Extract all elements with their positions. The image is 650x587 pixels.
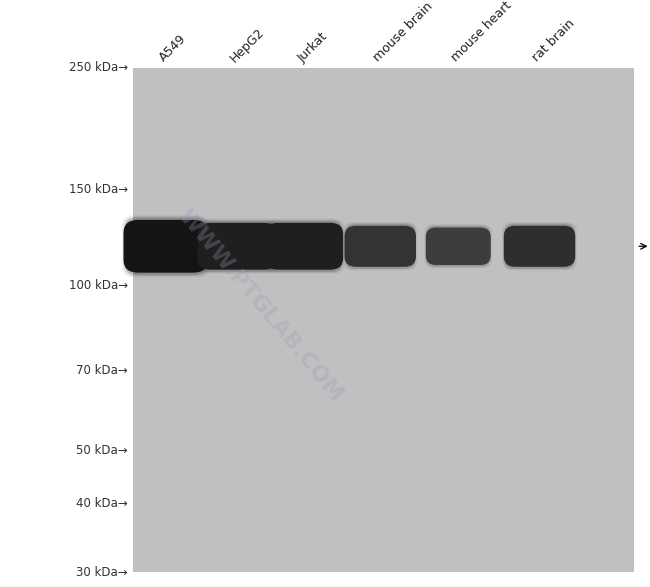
Text: 40 kDa→: 40 kDa→	[76, 497, 128, 510]
FancyBboxPatch shape	[502, 222, 577, 271]
FancyBboxPatch shape	[504, 226, 575, 267]
Text: mouse heart: mouse heart	[449, 0, 514, 65]
FancyBboxPatch shape	[504, 224, 575, 269]
Text: 70 kDa→: 70 kDa→	[76, 364, 128, 377]
FancyBboxPatch shape	[266, 221, 342, 272]
Text: 100 kDa→: 100 kDa→	[69, 279, 128, 292]
Text: WWW.PTGLAB.COM: WWW.PTGLAB.COM	[174, 205, 346, 405]
Text: A549: A549	[157, 32, 188, 65]
FancyBboxPatch shape	[426, 226, 490, 266]
FancyBboxPatch shape	[345, 224, 415, 269]
FancyBboxPatch shape	[424, 224, 492, 268]
FancyBboxPatch shape	[124, 216, 208, 276]
FancyBboxPatch shape	[133, 68, 634, 572]
FancyBboxPatch shape	[124, 220, 208, 273]
FancyBboxPatch shape	[343, 222, 418, 271]
FancyBboxPatch shape	[196, 218, 279, 274]
Text: Jurkat: Jurkat	[295, 30, 330, 65]
Text: 150 kDa→: 150 kDa→	[69, 183, 128, 195]
FancyBboxPatch shape	[426, 228, 491, 265]
FancyBboxPatch shape	[344, 226, 416, 267]
FancyBboxPatch shape	[425, 225, 491, 268]
FancyBboxPatch shape	[344, 223, 417, 269]
FancyBboxPatch shape	[503, 223, 576, 269]
FancyBboxPatch shape	[122, 215, 210, 277]
Text: rat brain: rat brain	[530, 17, 578, 65]
Text: HepG2: HepG2	[228, 25, 267, 65]
Text: 50 kDa→: 50 kDa→	[77, 444, 128, 457]
FancyBboxPatch shape	[197, 220, 278, 273]
FancyBboxPatch shape	[265, 223, 343, 270]
FancyBboxPatch shape	[198, 223, 277, 270]
Text: 250 kDa→: 250 kDa→	[69, 61, 128, 74]
FancyBboxPatch shape	[199, 221, 276, 272]
FancyBboxPatch shape	[263, 218, 345, 274]
Text: mouse brain: mouse brain	[371, 0, 436, 65]
FancyBboxPatch shape	[265, 220, 343, 273]
FancyBboxPatch shape	[125, 217, 207, 275]
Text: 30 kDa→: 30 kDa→	[77, 566, 128, 579]
